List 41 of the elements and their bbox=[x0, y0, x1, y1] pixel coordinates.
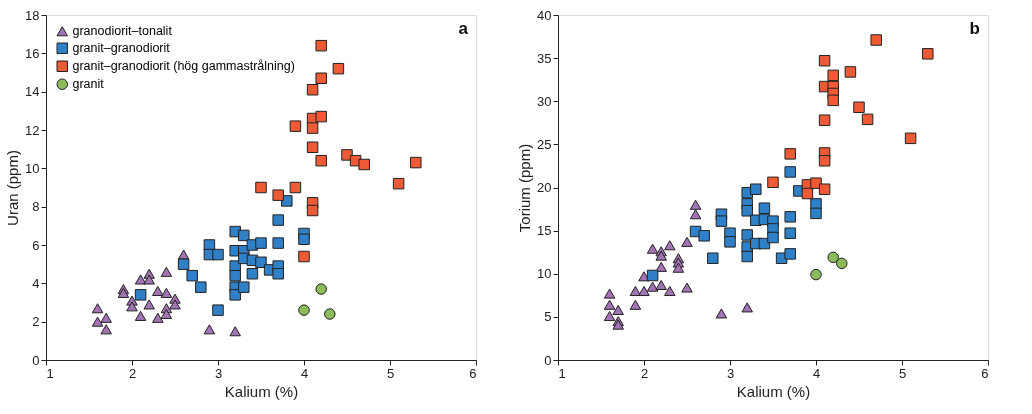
y-tick-label: 8 bbox=[32, 199, 40, 215]
y-tick-label: 30 bbox=[537, 93, 552, 109]
x-tick-label: 6 bbox=[469, 365, 477, 381]
annotation: b bbox=[969, 19, 980, 38]
x-tick-label: 4 bbox=[300, 365, 309, 381]
x-tick-label: 3 bbox=[726, 365, 735, 381]
y-tick-label: 12 bbox=[25, 122, 40, 138]
x-tick-label: 1 bbox=[558, 365, 566, 381]
y-tick-label: 0 bbox=[544, 352, 552, 368]
y-tick-label: 6 bbox=[32, 237, 40, 253]
x-tick-label: 6 bbox=[981, 365, 989, 381]
y-tick-label: 4 bbox=[32, 275, 40, 291]
x-tick-label: 5 bbox=[898, 365, 907, 381]
y-tick-label: 5 bbox=[544, 309, 552, 325]
y-tick-label: 40 bbox=[537, 7, 552, 23]
y-tick-label: 14 bbox=[25, 84, 40, 100]
annotation: a bbox=[458, 19, 469, 38]
x-axis-title: Kalium (%) bbox=[736, 382, 811, 400]
y-tick-label: 25 bbox=[537, 136, 552, 152]
x-tick-label: 2 bbox=[128, 365, 137, 381]
x-tick-label: 1 bbox=[46, 365, 54, 381]
y-tick-label: 20 bbox=[537, 180, 552, 195]
x-tick-label: 5 bbox=[386, 365, 395, 381]
y-tick-label: 16 bbox=[25, 45, 40, 61]
x-axis-title: Kalium (%) bbox=[224, 382, 299, 400]
x-tick-label: 2 bbox=[640, 365, 649, 381]
x-tick-label: 3 bbox=[214, 365, 223, 381]
y-axis-title: Torium (ppm) bbox=[516, 143, 534, 233]
x-tick-label: 4 bbox=[812, 365, 821, 381]
y-tick-label: 35 bbox=[537, 50, 552, 66]
legend-label: granodiorit–tonalit bbox=[72, 24, 173, 39]
legend-label: granit–granodiorit bbox=[72, 41, 171, 56]
y-axis-title: Uran (ppm) bbox=[4, 150, 22, 226]
y-tick-label: 0 bbox=[32, 352, 40, 368]
y-tick-label: 10 bbox=[25, 160, 40, 176]
y-tick-label: 2 bbox=[32, 314, 40, 330]
y-tick-label: 18 bbox=[25, 7, 40, 23]
y-tick-label: 10 bbox=[537, 266, 552, 282]
y-tick-label: 15 bbox=[537, 223, 552, 239]
legend-label: granit bbox=[72, 77, 105, 92]
legend-label: granit–granodiorit (hög gammastrålning) bbox=[72, 59, 295, 74]
